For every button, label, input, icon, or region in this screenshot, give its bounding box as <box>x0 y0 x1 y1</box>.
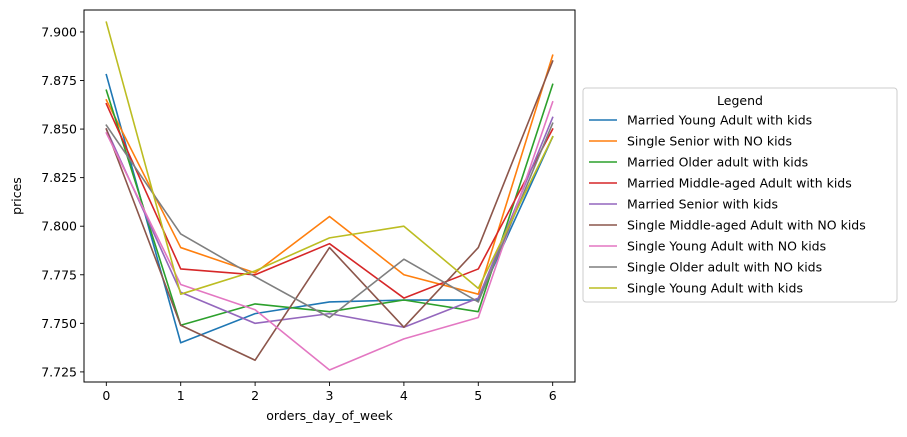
x-tick-label: 0 <box>102 388 110 403</box>
series-line-2 <box>105 54 554 296</box>
x-tick-label: 5 <box>474 388 482 403</box>
y-axis-label: prices <box>9 177 24 215</box>
series-line-3 <box>105 83 554 327</box>
legend-box <box>582 87 898 303</box>
y-tick-label: 7.850 <box>41 122 77 137</box>
x-axis-label: orders_day_of_week <box>266 408 393 423</box>
y-tick-label: 7.825 <box>41 170 77 185</box>
series-line-8 <box>105 122 554 319</box>
series-line-6 <box>105 60 554 362</box>
legend-label: Married Young Adult with kids <box>627 113 812 128</box>
x-axis-ticks: 0 1 2 3 4 5 6 <box>102 382 557 403</box>
legend-label: Single Young Adult with NO kids <box>627 239 826 254</box>
y-tick-label: 7.750 <box>41 316 77 331</box>
x-tick-label: 6 <box>549 388 557 403</box>
series-line-9 <box>105 21 554 296</box>
legend-label: Single Senior with NO kids <box>627 134 792 149</box>
series-lines <box>105 21 554 371</box>
axes <box>83 9 576 383</box>
legend-label: Single Older adult with NO kids <box>627 260 822 275</box>
legend-label: Single Young Adult with kids <box>627 281 803 296</box>
legend-title: Legend <box>717 93 763 108</box>
series-line-4 <box>105 102 554 299</box>
y-axis-ticks: 7.725 7.750 7.775 7.800 7.825 7.850 7.875 7.900 <box>41 24 84 379</box>
x-tick-label: 1 <box>177 388 185 403</box>
y-tick-label: 7.775 <box>41 267 77 282</box>
legend-label: Married Middle-aged Adult with kids <box>627 176 852 191</box>
plot-area-frame <box>83 9 576 383</box>
series-line-7 <box>105 100 554 371</box>
legend-label: Married Senior with kids <box>627 197 778 212</box>
legend: Legend Married Young Adult with kids Sing… <box>582 87 898 303</box>
y-tick-label: 7.800 <box>41 219 77 234</box>
x-tick-label: 3 <box>326 388 334 403</box>
legend-label: Married Older adult with kids <box>627 155 808 170</box>
y-tick-label: 7.900 <box>41 24 77 39</box>
x-tick-label: 2 <box>251 388 259 403</box>
x-tick-label: 4 <box>400 388 408 403</box>
y-tick-label: 7.875 <box>41 73 77 88</box>
legend-label: Single Middle-aged Adult with NO kids <box>627 218 866 233</box>
y-tick-label: 7.725 <box>41 364 77 379</box>
legend-entries: Married Young Adult with kids Single Seni… <box>589 113 866 296</box>
